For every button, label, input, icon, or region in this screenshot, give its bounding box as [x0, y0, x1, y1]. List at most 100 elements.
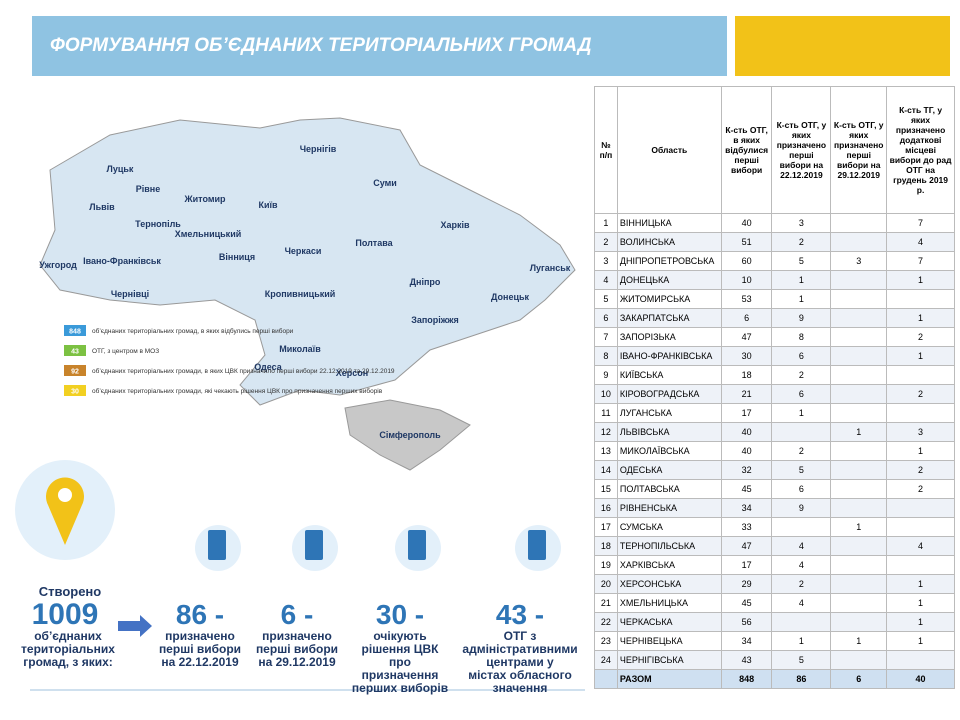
table-cell: 848: [720, 669, 773, 689]
table-cell: [830, 479, 888, 499]
table-cell: 22: [594, 612, 618, 632]
table-row: 23 ЧЕРНІВЕЦЬКА 34 1 1 1: [594, 631, 955, 651]
table-cell: 32: [720, 460, 773, 480]
table-cell: 2: [771, 365, 832, 385]
city-label: Луганськ: [530, 263, 571, 273]
accent-block: [735, 16, 950, 76]
table-cell: [830, 536, 888, 556]
table-cell: ВІННИЦЬКА: [616, 213, 722, 233]
table-cell: [830, 403, 888, 423]
item-text: ОТГ з адміністративними центрами у містах о…: [462, 629, 577, 695]
table-cell: 19: [594, 555, 618, 575]
pin-dot: [58, 488, 72, 502]
city-label: Тернопіль: [135, 219, 181, 229]
table-cell: 86: [771, 669, 832, 689]
table-cell: [830, 270, 888, 290]
table-cell: [886, 498, 955, 518]
table-cell: 1: [771, 270, 832, 290]
table-cell: 30: [720, 346, 773, 366]
city-label: Суми: [373, 178, 397, 188]
table-cell: 2: [886, 479, 955, 499]
city-label: Хмельницький: [175, 229, 242, 239]
table-cell: 1: [830, 422, 888, 442]
table-cell: 23: [594, 631, 618, 651]
table-cell: [771, 612, 832, 632]
table-cell: 5: [771, 251, 832, 271]
header-bar: ФОРМУВАННЯ ОБ’ЄДНАНИХ ТЕРИТОРІАЛЬНИХ ГРО…: [32, 16, 727, 76]
table-cell: 43: [720, 650, 773, 670]
table-cell: [771, 517, 832, 537]
table-header: К-сть ОТГ, у яких призначено перші вибор…: [771, 86, 832, 214]
city-label: Житомир: [183, 194, 226, 204]
table-cell: 2: [886, 460, 955, 480]
table-row: № п/п Область К-сть ОТГ, в яких відбулися …: [594, 86, 955, 214]
legend-swatch: [64, 365, 86, 376]
title: ФОРМУВАННЯ ОБ’ЄДНАНИХ ТЕРИТОРІАЛЬНИХ ГРО…: [50, 35, 592, 56]
table-cell: 6: [771, 479, 832, 499]
table-cell: [830, 460, 888, 480]
table-row: 15 ПОЛТАВСЬКА 45 6 2: [594, 479, 955, 499]
table-row: РАЗОМ 848 86 6 40: [594, 669, 955, 689]
table-cell: 1: [830, 517, 888, 537]
table-row: 14 ОДЕСЬКА 32 5 2: [594, 460, 955, 480]
table-cell: [830, 346, 888, 366]
table-cell: 17: [720, 403, 773, 423]
city-label: Полтава: [355, 238, 393, 248]
table-cell: 3: [771, 213, 832, 233]
table-cell: ПОЛТАВСЬКА: [616, 479, 722, 499]
item-value: 6 -: [281, 599, 314, 630]
table-row: 16 РІВНЕНСЬКА 34 9: [594, 498, 955, 518]
table-cell: ХАРКІВСЬКА: [616, 555, 722, 575]
table-cell: [830, 612, 888, 632]
table-row: 20 ХЕРСОНСЬКА 29 2 1: [594, 574, 955, 594]
table-cell: 1: [886, 346, 955, 366]
city-label: Чернівці: [111, 289, 149, 299]
table-cell: 4: [771, 555, 832, 575]
city-label: Чернігів: [300, 144, 337, 154]
item-value: 86 -: [176, 599, 224, 630]
table-cell: 12: [594, 422, 618, 442]
table-cell: [830, 232, 888, 252]
table-cell: 3: [830, 251, 888, 271]
legend-count: 848: [69, 329, 81, 336]
table-cell: РАЗОМ: [616, 669, 722, 689]
table-cell: 6: [830, 669, 888, 689]
table-cell: 1: [771, 403, 832, 423]
table-cell: 1: [886, 593, 955, 613]
table-cell: 6: [771, 384, 832, 404]
city-label: Одеса: [254, 362, 282, 372]
table-cell: МИКОЛАЇВСЬКА: [616, 441, 722, 461]
table-row: 12 ЛЬВІВСЬКА 40 1 3: [594, 422, 955, 442]
table-cell: 8: [594, 346, 618, 366]
item-text: призначено перші вибори на 22.12.2019: [159, 629, 241, 669]
table-cell: [886, 289, 955, 309]
table-cell: ДНІПРОПЕТРОВСЬКА: [616, 251, 722, 271]
table-cell: 14: [594, 460, 618, 480]
table-cell: ВОЛИНСЬКА: [616, 232, 722, 252]
icon: [305, 530, 323, 560]
table-cell: [886, 555, 955, 575]
table-cell: ДОНЕЦЬКА: [616, 270, 722, 290]
table-cell: 20: [594, 574, 618, 594]
table-cell: ЧЕРКАСЬКА: [616, 612, 722, 632]
table-cell: 2: [771, 441, 832, 461]
table-cell: 17: [594, 517, 618, 537]
table-cell: ЧЕРНІГІВСЬКА: [616, 650, 722, 670]
city-label: Дніпро: [410, 277, 441, 287]
table-cell: 40: [720, 422, 773, 442]
legend-text: об’єднаних територіальних громади, в яки…: [92, 367, 395, 375]
table-cell: 1: [886, 441, 955, 461]
table-cell: 7: [886, 213, 955, 233]
table-cell: 9: [594, 365, 618, 385]
legend-swatch: [64, 345, 86, 356]
icon: [408, 530, 426, 560]
table-cell: 1: [886, 612, 955, 632]
table-row: 2 ВОЛИНСЬКА 51 2 4: [594, 232, 955, 252]
table-cell: 4: [771, 593, 832, 613]
ukraine-map: [39, 117, 576, 406]
table-cell: РІВНЕНСЬКА: [616, 498, 722, 518]
city-label: Львів: [89, 202, 115, 212]
table-header: Область: [616, 86, 722, 214]
table-cell: [830, 384, 888, 404]
